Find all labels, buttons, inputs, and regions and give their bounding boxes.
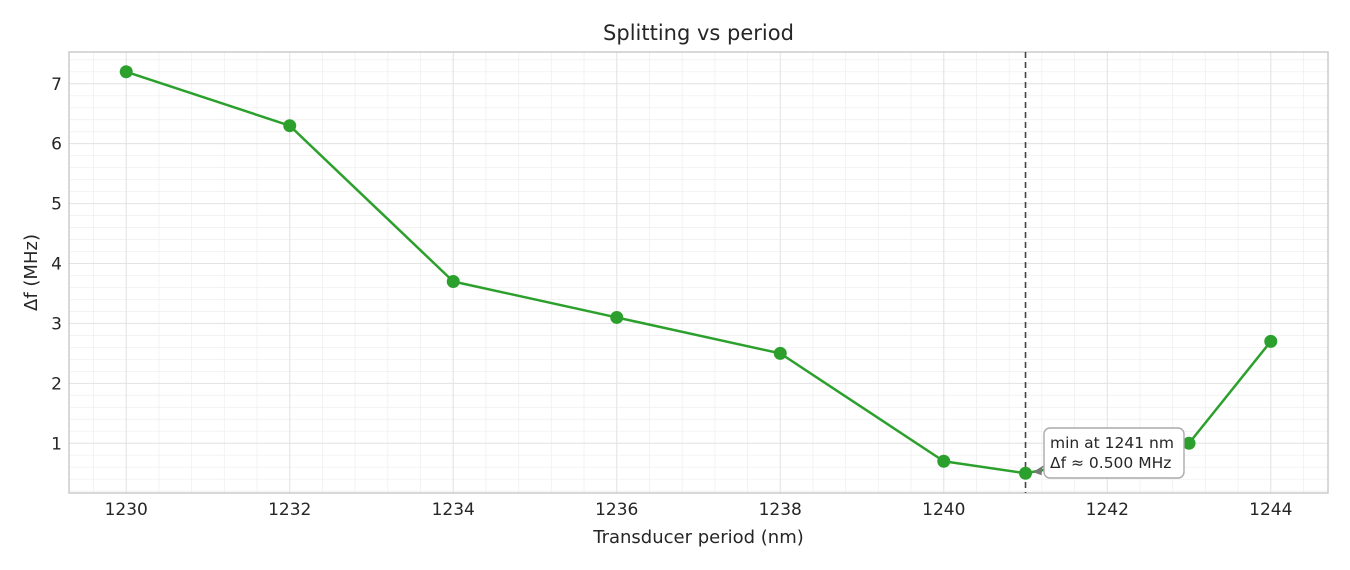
data-point — [1019, 466, 1033, 480]
y-tick-label: 2 — [51, 374, 62, 394]
x-tick-label: 1240 — [922, 500, 965, 520]
y-tick-label: 4 — [51, 255, 62, 275]
chart-title: Splitting vs period — [603, 21, 794, 45]
annotation-box — [1043, 427, 1185, 479]
x-tick-label: 1242 — [1086, 500, 1129, 520]
x-axis-label: Transducer period (nm) — [592, 527, 804, 548]
data-point — [119, 65, 133, 79]
data-point — [773, 346, 787, 360]
minor-grid — [69, 52, 1328, 493]
y-axis-label: Δf (MHz) — [21, 234, 42, 311]
x-tick-label: 1244 — [1249, 500, 1292, 520]
data-point — [446, 274, 460, 288]
annotation-line2: Δf ≈ 0.500 MHz — [1050, 454, 1171, 472]
data-point — [1182, 436, 1196, 450]
y-tick-label: 5 — [51, 195, 62, 215]
series-group — [119, 65, 1278, 480]
x-tick-label: 1230 — [105, 500, 148, 520]
x-axis-ticks: 1230 1232 1234 1236 1238 1240 1242 1244 — [105, 500, 1293, 520]
data-point — [937, 454, 951, 468]
y-tick-label: 6 — [51, 135, 62, 155]
major-grid — [69, 52, 1328, 493]
plot-frame — [68, 51, 1329, 494]
y-axis-ticks: 1 2 3 4 5 6 7 — [51, 75, 62, 455]
x-tick-label: 1236 — [595, 500, 638, 520]
y-tick-label: 3 — [51, 314, 62, 334]
x-tick-label: 1234 — [432, 500, 475, 520]
y-tick-label: 1 — [51, 434, 62, 454]
x-tick-label: 1238 — [759, 500, 802, 520]
data-point — [283, 119, 297, 133]
data-point — [1264, 334, 1278, 348]
annotation: min at 1241 nm Δf ≈ 0.500 MHz — [1033, 427, 1185, 479]
x-tick-label: 1232 — [268, 500, 311, 520]
data-point — [610, 310, 624, 324]
y-tick-label: 7 — [51, 75, 62, 95]
annotation-line1: min at 1241 nm — [1050, 434, 1174, 452]
annotation-arrowhead — [1033, 466, 1043, 476]
